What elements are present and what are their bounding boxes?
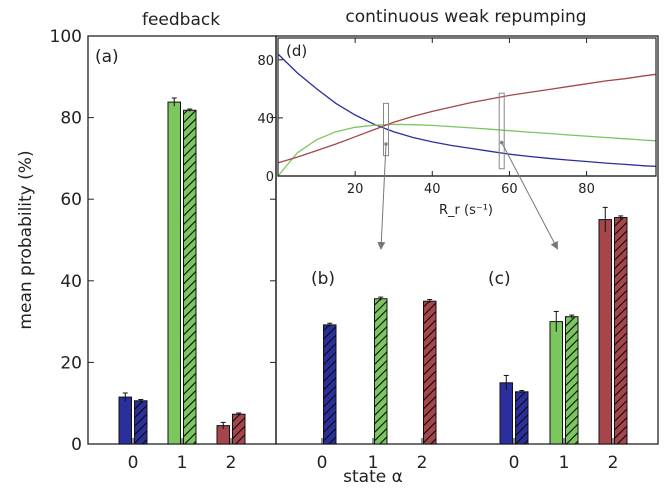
y-tick-label: 100 bbox=[50, 27, 82, 47]
x-tick-label: 0 bbox=[317, 453, 328, 473]
x-tick-label: 2 bbox=[226, 453, 237, 473]
hatched-bar-2 bbox=[614, 217, 628, 445]
panel-bc-frame bbox=[275, 35, 659, 445]
inset-x-tick-label: 40 bbox=[424, 182, 441, 197]
bar-2 bbox=[598, 219, 612, 445]
panel-d-label: (d) bbox=[286, 42, 307, 60]
inset-x-tick-label: 60 bbox=[501, 182, 518, 197]
parameter-marker-box bbox=[498, 92, 505, 170]
hatched-bar-0 bbox=[515, 391, 529, 445]
inset-y-tick-label: 0 bbox=[266, 170, 274, 185]
y-axis-label: mean probability (%) bbox=[16, 150, 36, 329]
inset-x-tick-label: 20 bbox=[347, 182, 364, 197]
panel-b-label: (b) bbox=[311, 269, 335, 289]
hatched-bar-1 bbox=[374, 298, 388, 445]
x-tick-label: 2 bbox=[608, 453, 619, 473]
inset-y-tick-label: 40 bbox=[257, 112, 274, 127]
green-curve bbox=[277, 123, 657, 177]
blue-curve bbox=[277, 53, 657, 168]
hatched-bar-1 bbox=[183, 109, 197, 445]
hatched-bar-0 bbox=[134, 400, 148, 445]
x-tick-label: 1 bbox=[177, 453, 188, 473]
x-axis-label: state α bbox=[343, 467, 403, 487]
y-tick-label: 80 bbox=[60, 109, 82, 129]
hatched-bar-0 bbox=[323, 324, 337, 445]
red-curve bbox=[277, 73, 657, 164]
x-tick-label: 1 bbox=[559, 453, 570, 473]
hatched-bar-2 bbox=[423, 300, 437, 445]
inset-x-axis-label: R_r (s⁻¹) bbox=[439, 203, 493, 218]
hatched-bar-2 bbox=[232, 413, 246, 445]
panel-a: (a) 0 20 40 60 80 100 0 1 2 bbox=[50, 27, 277, 473]
y-tick-label: 0 bbox=[71, 435, 82, 455]
bar-1 bbox=[549, 321, 563, 445]
panel-a-frame bbox=[87, 35, 277, 445]
x-tick-label: 0 bbox=[509, 453, 520, 473]
bar-1 bbox=[167, 101, 181, 445]
inset-background bbox=[278, 38, 656, 176]
feedback-title: feedback bbox=[142, 10, 220, 30]
inset-y-tick-label: 80 bbox=[257, 54, 274, 69]
x-tick-label: 2 bbox=[417, 453, 428, 473]
cwr-title: continuous weak repumping bbox=[345, 7, 586, 27]
pointer-arrow bbox=[501, 142, 558, 250]
hatched-bar-1 bbox=[565, 316, 579, 445]
pointer-arrow bbox=[377, 144, 387, 250]
parameter-marker-box bbox=[383, 102, 389, 157]
y-tick-label: 40 bbox=[60, 272, 82, 292]
x-tick-label: 1 bbox=[368, 453, 379, 473]
x-tick-label: 0 bbox=[128, 453, 139, 473]
panel-c-label: (c) bbox=[488, 269, 511, 289]
panel-a-label: (a) bbox=[95, 47, 119, 67]
y-tick-label: 20 bbox=[60, 353, 82, 373]
bar-0 bbox=[499, 382, 513, 445]
inset-x-tick-label: 80 bbox=[578, 182, 595, 197]
panel-d-inset: (d) 20 40 60 80 0 40 80 R_r (s⁻¹) bbox=[257, 37, 657, 250]
y-tick-label: 60 bbox=[60, 190, 82, 210]
bar-0 bbox=[118, 396, 132, 445]
